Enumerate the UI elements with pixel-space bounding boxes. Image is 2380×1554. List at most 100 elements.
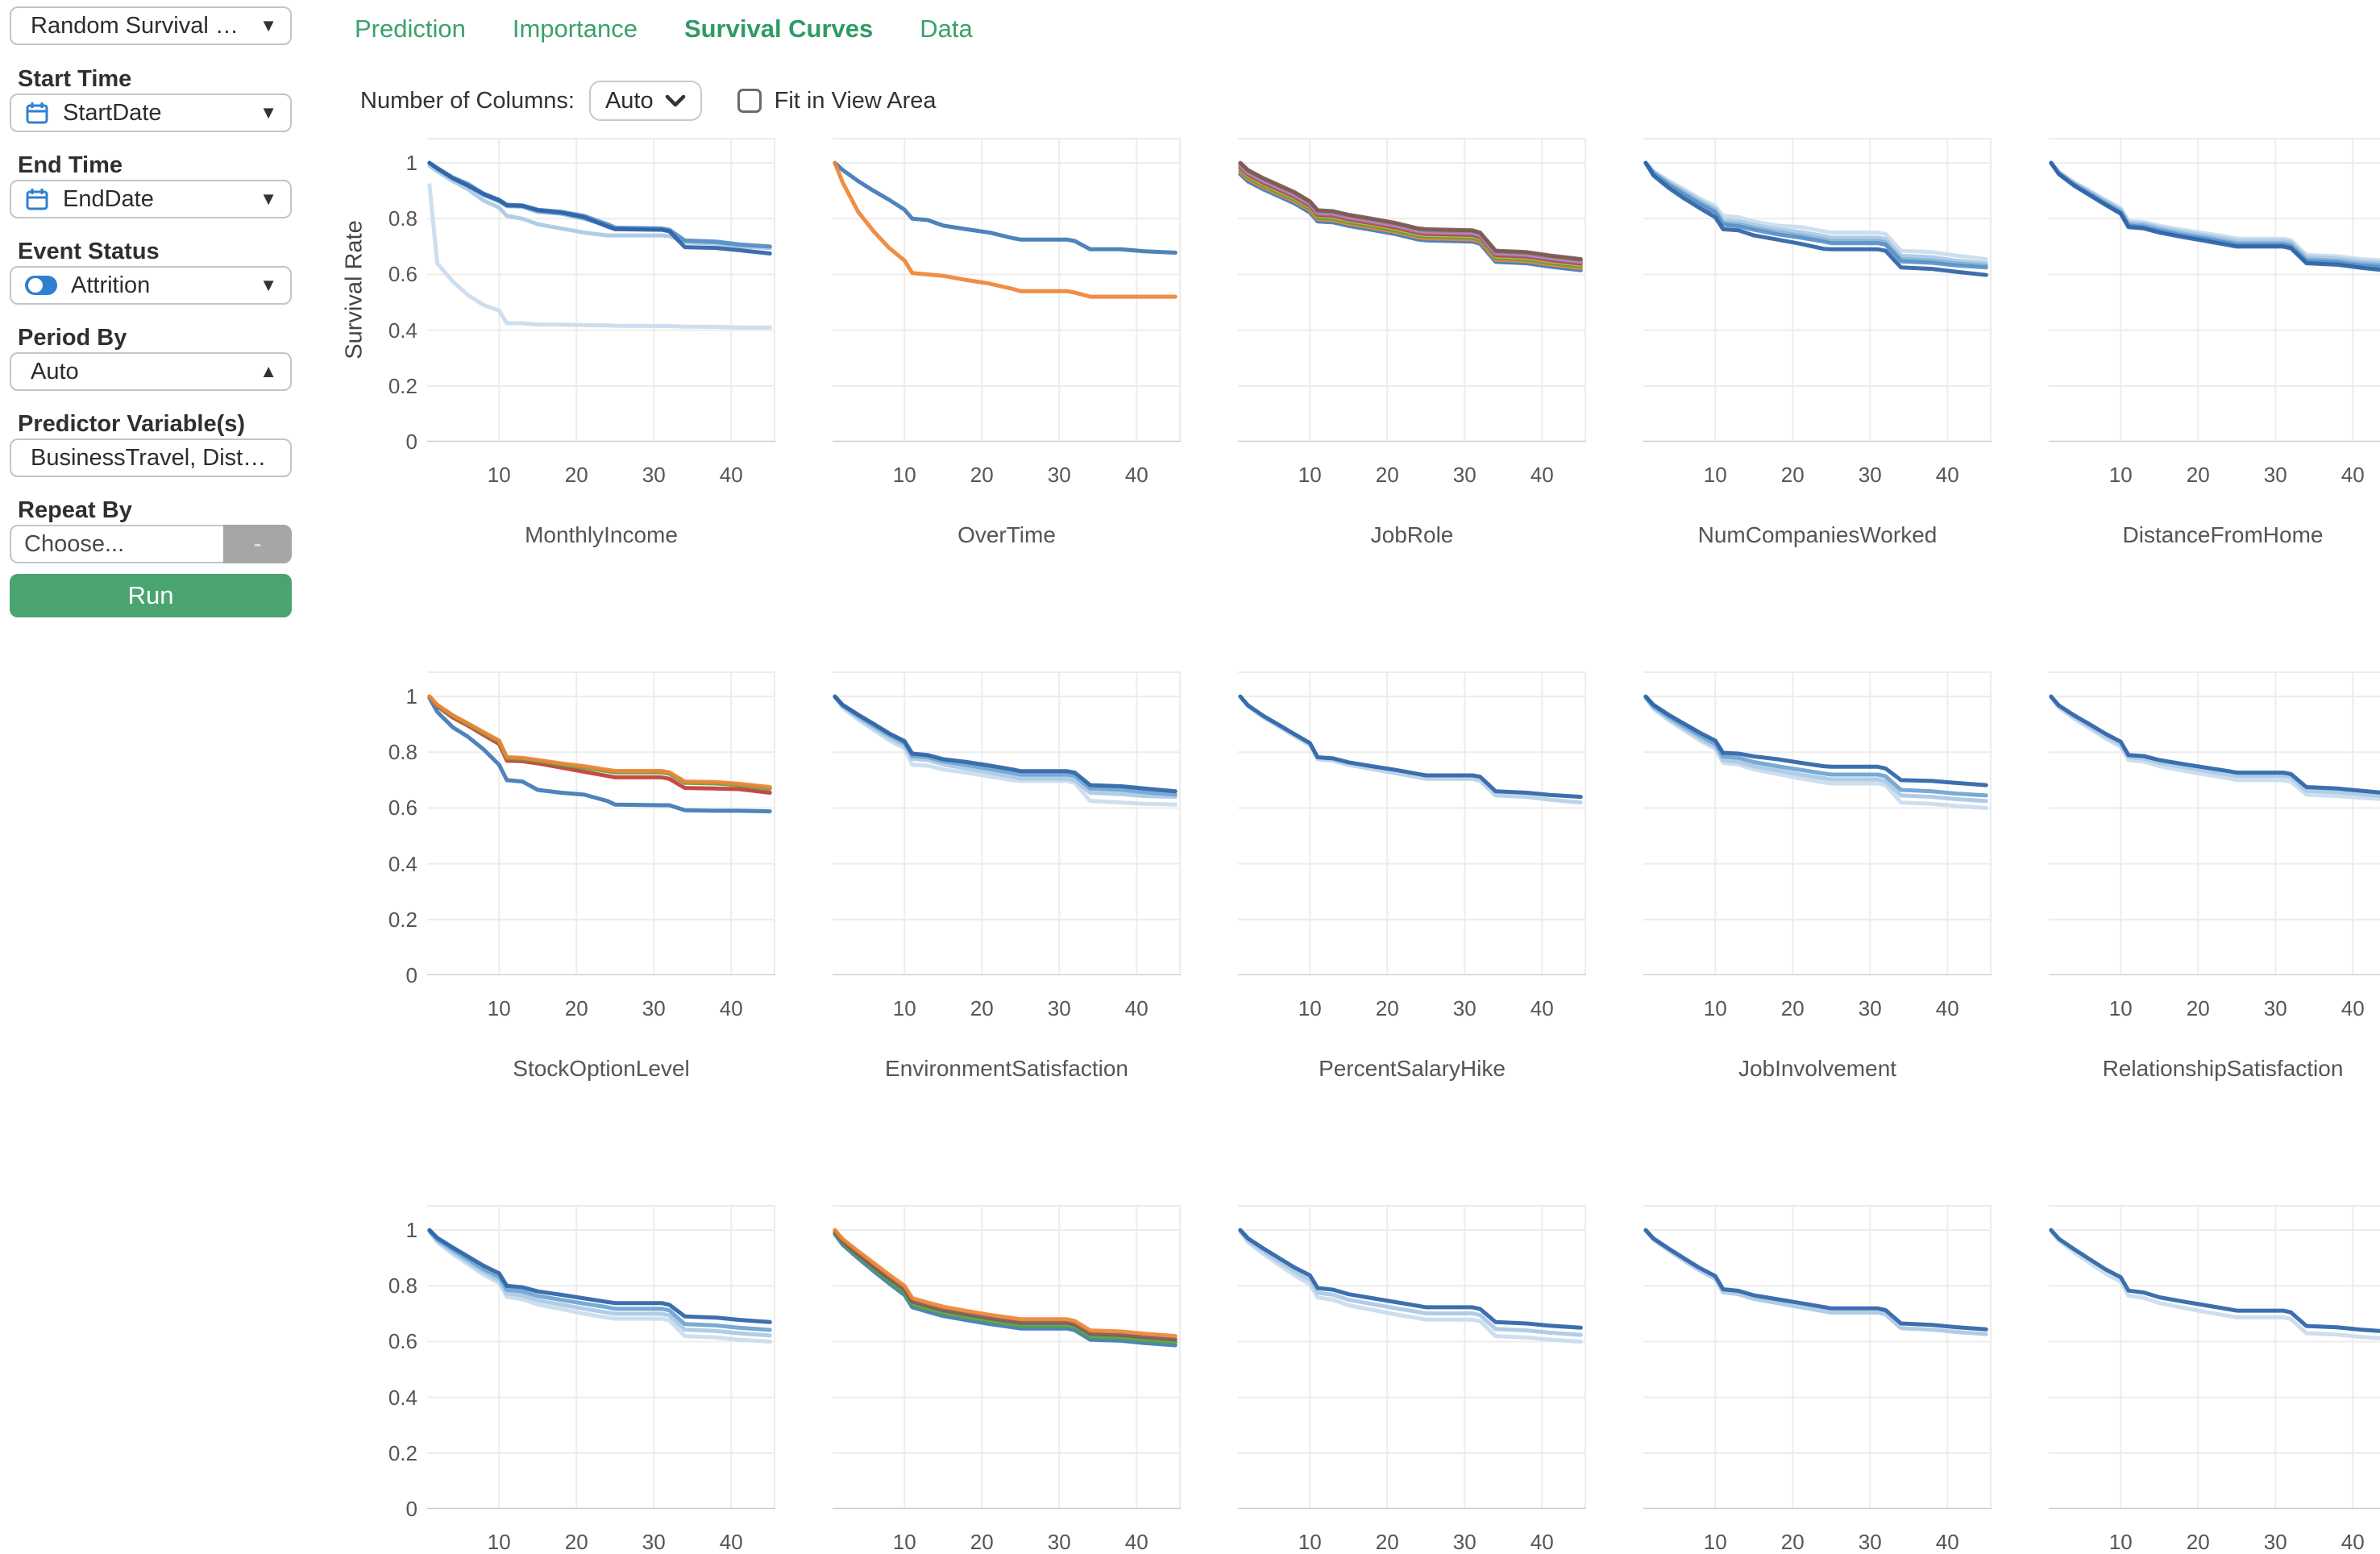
repeat-by-remove-button[interactable]: - [223, 525, 292, 563]
y-tick-label: 0.6 [388, 262, 417, 287]
tab-data[interactable]: Data [920, 15, 973, 43]
y-tick-label: 0 [405, 963, 417, 987]
end-time-value: EndDate [63, 185, 154, 212]
charts-toolbar: Number of Columns: Auto Fit in View Area [360, 81, 937, 121]
x-tick-label: 30 [1858, 1530, 1882, 1554]
x-tick-label: 30 [2263, 996, 2287, 1020]
chart-plot [1238, 138, 1586, 442]
event-status-label: Event Status [18, 239, 160, 264]
x-tick-label: 20 [970, 996, 994, 1020]
chart-title: PercentSalaryHike [1319, 1056, 1506, 1081]
x-tick-label: 40 [1124, 463, 1148, 487]
survival-curve [1238, 694, 1583, 805]
survival-curve [1643, 696, 1988, 804]
y-tick-label: 0.8 [388, 740, 417, 765]
survival-curve [833, 160, 1178, 299]
survival-curve [427, 694, 772, 791]
y-tick-label: 1 [405, 151, 417, 176]
survival-curve [2049, 696, 2380, 801]
survival-curve [1643, 694, 1988, 787]
chart-title: OverTime [957, 522, 1056, 547]
run-button[interactable]: Run [10, 574, 292, 617]
survival-curve [1643, 160, 1988, 270]
survival-curve [427, 696, 772, 814]
y-tick-label: 0.6 [388, 1329, 417, 1354]
x-tick-label: 10 [487, 1530, 511, 1554]
x-tick-label: 10 [1703, 463, 1727, 487]
chart-title: EnvironmentSatisfaction [885, 1056, 1128, 1081]
chart-plot [1643, 671, 1992, 975]
tab-bar: Prediction Importance Survival Curves Da… [355, 15, 973, 44]
x-tick-label: 20 [1375, 463, 1399, 487]
y-axis-label: Survival Rate [341, 220, 368, 359]
predictor-input[interactable]: BusinessTravel, DistanceFr... [10, 438, 292, 477]
y-tick-label: 0.4 [388, 1385, 417, 1410]
chart-plot [1238, 1205, 1586, 1509]
survival-curve [1238, 1229, 1583, 1344]
survival-curve [2049, 1228, 2380, 1333]
period-by-select[interactable]: Auto ▲ [10, 352, 292, 391]
chart-plot [833, 671, 1181, 975]
chevron-up-icon: ▲ [260, 361, 277, 381]
x-tick-label: 30 [1452, 1530, 1477, 1554]
x-tick-label: 20 [1780, 463, 1805, 487]
start-time-select[interactable]: StartDate ▼ [10, 93, 292, 132]
repeat-by-placeholder: Choose... [24, 530, 125, 557]
y-tick-label: 0.4 [388, 851, 417, 876]
survival-curve [427, 160, 772, 249]
chart-plot [2049, 671, 2380, 975]
chart-plot [2049, 138, 2380, 442]
x-tick-label: 30 [642, 463, 666, 487]
survival-curve [427, 164, 772, 251]
tab-importance[interactable]: Importance [512, 15, 638, 43]
survival-curve [1643, 160, 1988, 266]
x-tick-label: 40 [2341, 1530, 2365, 1554]
tab-survival-curves[interactable]: Survival Curves [683, 15, 874, 43]
x-tick-label: 40 [1124, 1530, 1148, 1554]
x-tick-label: 40 [719, 996, 743, 1020]
survival-curve [1238, 163, 1583, 264]
period-by-label: Period By [18, 325, 127, 351]
survival-curve [833, 695, 1178, 800]
x-tick-label: 30 [2263, 463, 2287, 487]
chart-title: JobRole [1370, 522, 1454, 547]
survival-curve [1643, 1228, 1988, 1336]
columns-select[interactable]: Auto [588, 81, 702, 121]
x-tick-label: 10 [1298, 996, 1322, 1020]
x-tick-label: 10 [2108, 996, 2133, 1020]
x-tick-label: 20 [1780, 996, 1805, 1020]
survival-curve [1643, 160, 1988, 268]
x-tick-label: 10 [892, 463, 916, 487]
chevron-down-icon: ▼ [260, 15, 277, 35]
repeat-by-input[interactable]: Choose... [10, 525, 223, 563]
tab-prediction[interactable]: Prediction [355, 15, 466, 43]
survival-curve [427, 160, 772, 249]
predictor-label: Predictor Variable(s) [18, 411, 246, 437]
x-tick-label: 10 [487, 996, 511, 1020]
survival-curve [833, 1232, 1178, 1348]
survival-curve [2049, 160, 2380, 263]
model-select[interactable]: Random Survival Forest ▼ [10, 6, 292, 45]
period-by-value: Auto [31, 358, 79, 384]
chart-title: StockOptionLevel [513, 1056, 690, 1081]
fit-in-view-checkbox[interactable] [737, 89, 762, 113]
survival-curve [2049, 694, 2380, 795]
x-tick-label: 30 [1047, 1530, 1071, 1554]
y-tick-label: 0.2 [388, 1440, 417, 1465]
chart-title: RelationshipSatisfaction [2102, 1056, 2344, 1081]
x-tick-label: 20 [2186, 996, 2210, 1020]
x-tick-label: 20 [1375, 1530, 1399, 1554]
x-tick-label: 30 [1858, 463, 1882, 487]
survival-curve [2049, 160, 2380, 269]
survival-curve [427, 1228, 772, 1324]
y-tick-label: 0 [405, 1497, 417, 1521]
y-tick-label: 0.4 [388, 318, 417, 343]
x-tick-label: 10 [1298, 1530, 1322, 1554]
y-tick-label: 0.2 [388, 373, 417, 398]
event-status-select[interactable]: Attrition ▼ [10, 266, 292, 305]
end-time-select[interactable]: EndDate ▼ [10, 180, 292, 218]
chevron-down-icon: ▼ [260, 102, 277, 123]
chart-title: MonthlyIncome [525, 522, 678, 547]
y-tick-label: 0.8 [388, 206, 417, 231]
x-tick-label: 30 [642, 996, 666, 1020]
